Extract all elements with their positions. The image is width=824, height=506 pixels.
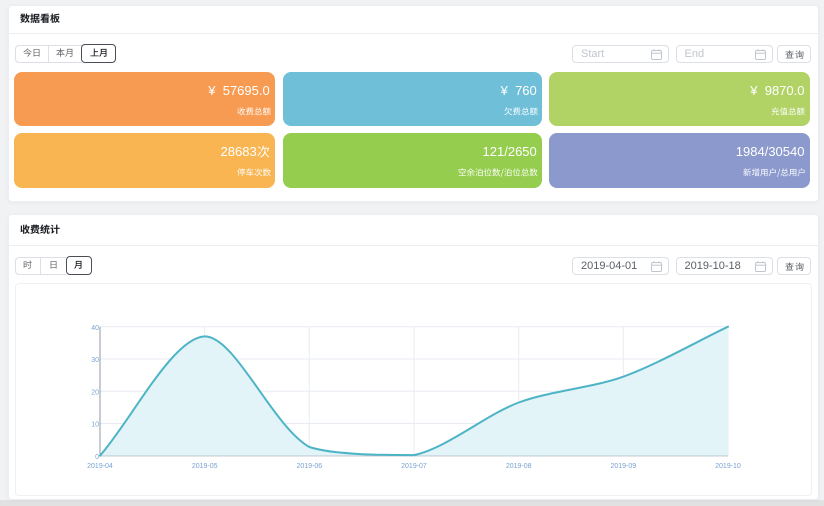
svg-text:2019-08: 2019-08 bbox=[506, 463, 532, 470]
svg-text:30: 30 bbox=[91, 357, 99, 364]
svg-text:40: 40 bbox=[91, 325, 99, 332]
svg-text:2019-07: 2019-07 bbox=[401, 463, 427, 470]
svg-text:2019-06: 2019-06 bbox=[296, 463, 322, 470]
svg-text:10: 10 bbox=[91, 422, 99, 429]
svg-text:2019-04: 2019-04 bbox=[87, 463, 113, 470]
svg-text:2019-10: 2019-10 bbox=[715, 463, 741, 470]
svg-text:20: 20 bbox=[91, 389, 99, 396]
svg-text:0: 0 bbox=[95, 454, 99, 461]
svg-text:2019-05: 2019-05 bbox=[192, 463, 218, 470]
svg-text:2019-09: 2019-09 bbox=[610, 463, 636, 470]
